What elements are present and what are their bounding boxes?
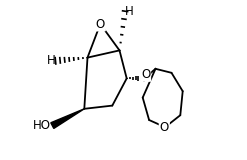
Polygon shape [51, 109, 84, 128]
Text: O: O [141, 68, 150, 81]
Text: HO: HO [33, 119, 51, 132]
Text: O: O [96, 17, 105, 31]
Text: H: H [47, 54, 56, 67]
Text: H: H [125, 5, 133, 18]
Text: O: O [160, 121, 169, 134]
